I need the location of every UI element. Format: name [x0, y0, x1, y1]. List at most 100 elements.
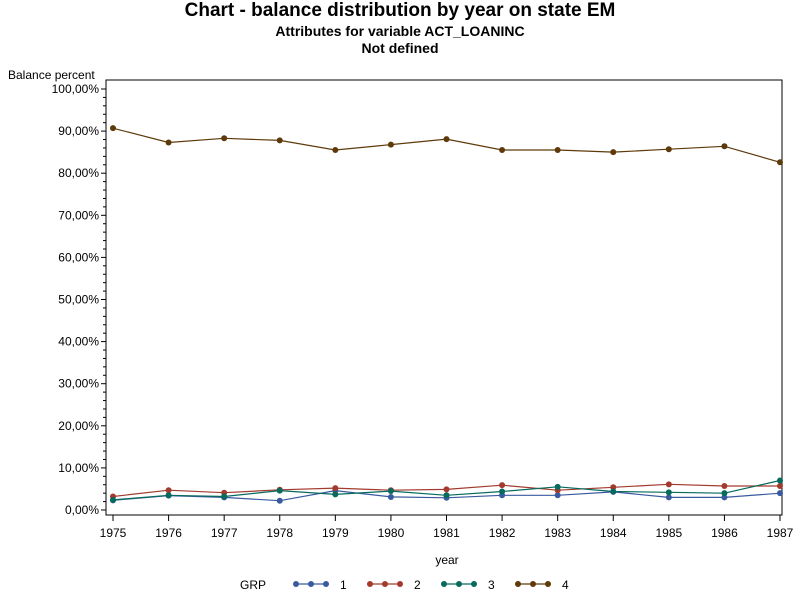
- legend-label: 2: [414, 578, 421, 592]
- legend-marker: [530, 581, 536, 587]
- data-point: [554, 483, 561, 490]
- y-tick-label: 20,00%: [58, 419, 99, 433]
- x-tick-label: 1976: [155, 526, 182, 540]
- legend-label: 1: [340, 578, 347, 592]
- legend-marker: [441, 581, 447, 587]
- data-point: [721, 143, 728, 150]
- chart-subtitle-2: Not defined: [361, 40, 439, 56]
- legend-title: GRP: [240, 578, 266, 592]
- x-tick-label: 1983: [544, 526, 571, 540]
- x-tick-label: 1985: [655, 526, 682, 540]
- x-tick-label: 1984: [600, 526, 627, 540]
- x-tick-label: 1975: [100, 526, 127, 540]
- data-point: [721, 490, 728, 497]
- y-tick-label: 30,00%: [58, 377, 99, 391]
- data-point: [499, 482, 506, 489]
- legend-marker: [293, 581, 299, 587]
- x-tick-label: 1979: [322, 526, 349, 540]
- data-point: [387, 141, 394, 148]
- series-lines: [110, 125, 783, 504]
- x-tick-label: 1977: [211, 526, 238, 540]
- legend-item-4: 4: [515, 578, 569, 592]
- data-point: [165, 139, 172, 146]
- data-point: [276, 497, 283, 504]
- data-point: [777, 483, 783, 490]
- chart-subtitle: Attributes for variable ACT_LOANINC: [275, 23, 525, 39]
- x-tick-label: 1980: [378, 526, 405, 540]
- y-tick-label: 50,00%: [58, 293, 99, 307]
- y-tick-label: 60,00%: [58, 250, 99, 264]
- x-tick-label: 1987: [767, 526, 794, 540]
- data-point: [777, 490, 783, 497]
- data-point: [665, 146, 672, 153]
- data-point: [665, 489, 672, 496]
- y-tick-label: 10,00%: [58, 461, 99, 475]
- legend-marker: [456, 581, 462, 587]
- legend: GRP 1 2 3 4: [240, 578, 569, 592]
- legend-item-3: 3: [441, 578, 495, 592]
- data-point: [665, 494, 672, 501]
- data-point: [610, 149, 617, 156]
- legend-marker: [397, 581, 403, 587]
- data-point: [387, 493, 394, 500]
- data-point: [110, 496, 116, 503]
- data-point: [443, 136, 450, 143]
- x-tick-label: 1978: [266, 526, 293, 540]
- legend-label: 4: [562, 578, 569, 592]
- legend-label: 3: [488, 578, 495, 592]
- legend-item-2: 2: [367, 578, 421, 592]
- data-point: [443, 492, 450, 499]
- y-tick-label: 0,00%: [65, 503, 99, 517]
- legend-marker: [515, 581, 521, 587]
- legend-marker: [367, 581, 373, 587]
- data-point: [276, 487, 283, 494]
- data-point: [610, 484, 617, 491]
- legend-marker: [308, 581, 314, 587]
- x-axis: 1975 1976 1977 1978 1979 1980 1981 1982 1983 1984…: [100, 515, 794, 540]
- series-4: [110, 125, 783, 166]
- chart-title: Chart - balance distribution by year on …: [184, 0, 616, 21]
- y-tick-label: 100,00%: [52, 82, 100, 96]
- data-point: [721, 483, 728, 490]
- data-point: [332, 147, 339, 154]
- y-tick-label: 70,00%: [58, 208, 99, 222]
- data-point: [221, 493, 228, 500]
- data-point: [554, 492, 561, 499]
- data-point: [443, 486, 450, 493]
- data-point: [110, 125, 116, 132]
- data-point: [499, 147, 506, 154]
- data-point: [777, 477, 783, 484]
- y-axis-label: Balance percent: [8, 68, 95, 82]
- data-point: [777, 159, 783, 166]
- legend-marker: [382, 581, 388, 587]
- y-tick-label: 80,00%: [58, 166, 99, 180]
- data-point: [276, 137, 283, 144]
- y-tick-label: 90,00%: [58, 124, 99, 138]
- data-point: [221, 135, 228, 142]
- legend-marker: [323, 581, 329, 587]
- data-point: [332, 491, 339, 498]
- data-point: [721, 494, 728, 501]
- series-2: [110, 481, 783, 500]
- data-point: [610, 488, 617, 495]
- data-point: [165, 487, 172, 494]
- x-tick-label: 1982: [489, 526, 516, 540]
- data-point: [165, 492, 172, 499]
- series-3: [110, 477, 783, 503]
- legend-item-1: 1: [293, 578, 347, 592]
- data-point: [665, 481, 672, 488]
- plot-frame: [105, 79, 783, 516]
- x-axis-label: year: [435, 553, 458, 567]
- x-tick-label: 1981: [433, 526, 460, 540]
- data-point: [499, 488, 506, 495]
- y-axis: 0,00% 10,00% 20,00% 30,00% 40,00% 50,00% 60,00…: [52, 82, 106, 517]
- y-tick-label: 40,00%: [58, 335, 99, 349]
- x-tick-label: 1986: [711, 526, 738, 540]
- legend-marker: [471, 581, 477, 587]
- data-point: [332, 485, 339, 492]
- data-point: [387, 488, 394, 495]
- legend-marker: [545, 581, 551, 587]
- series-line: [112, 127, 781, 163]
- data-point: [554, 147, 561, 154]
